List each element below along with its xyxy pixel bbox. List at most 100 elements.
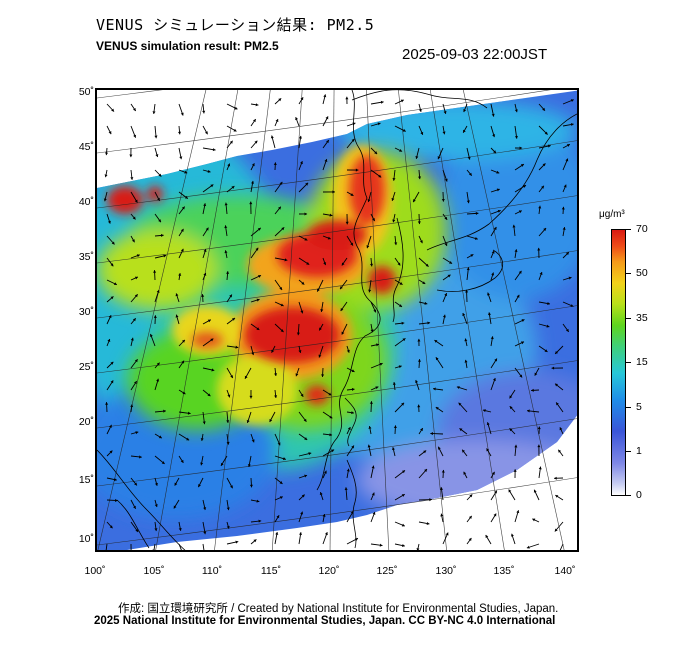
wind-arrow-head [441, 469, 445, 473]
wind-arrow-head [514, 444, 518, 448]
pm25-map[interactable] [95, 88, 579, 552]
wind-arrow-head [110, 361, 114, 365]
wind-arrow-head [232, 318, 236, 321]
wind-arrow-head [400, 99, 404, 103]
wind-arrow-head [326, 140, 329, 144]
wind-arrow-head [226, 525, 230, 529]
wind-arrow-head [174, 482, 178, 486]
wind-arrow-head [303, 418, 307, 422]
wind-arrow-head [413, 199, 416, 203]
wind-arrow-head [173, 505, 177, 509]
wind-arrow-head [347, 427, 351, 431]
wind-arrow-head [491, 471, 495, 475]
wind-arrow-head [350, 511, 354, 515]
wind-arrow-head [418, 109, 422, 112]
wind-arrow-head [340, 286, 343, 290]
wind-arrow-head [531, 388, 534, 392]
wind-arrow-head [175, 293, 179, 297]
wind-arrow-head [133, 505, 136, 509]
wind-arrow-head [280, 303, 284, 307]
longitude-line [463, 90, 565, 550]
wind-arrow-head [328, 392, 332, 396]
wind-arrow-head [541, 185, 544, 189]
wind-arrow-head [512, 224, 516, 228]
wind-arrow-head [280, 329, 284, 333]
wind-arrow-head [255, 247, 259, 251]
longitude-line [329, 90, 335, 550]
wind-arrow-head [107, 220, 111, 224]
lat-label-40: 40˚ [78, 196, 94, 208]
wind-arrow-head [394, 242, 398, 246]
wind-arrow-head [109, 525, 113, 529]
wind-arrow-head [153, 315, 157, 318]
wind-arrow-head [401, 494, 405, 497]
wind-arrow-head [420, 428, 423, 432]
wind-arrow-head [373, 309, 377, 313]
wind-arrow-head [275, 119, 279, 123]
wind-arrow-head [367, 199, 371, 202]
wind-arrow-head [526, 545, 530, 549]
wind-arrow-head [252, 119, 256, 123]
wind-arrow-head [203, 531, 207, 535]
wind-arrow-head [251, 439, 255, 443]
wind-arrow-head [250, 180, 255, 184]
wind-arrow-head [442, 314, 446, 318]
wind-arrow-head [158, 435, 162, 439]
wind-arrow-head [351, 387, 355, 391]
wind-arrow-head [521, 319, 525, 322]
lon-label-100: 100˚ [84, 565, 106, 577]
wind-arrow-head [149, 333, 153, 337]
wind-arrow-head [227, 394, 231, 398]
wind-arrow-head [374, 151, 378, 155]
wind-arrow-head [485, 534, 489, 538]
wind-arrow-head [496, 188, 500, 192]
wind-arrow-head [475, 211, 479, 215]
wind-arrow-head [203, 203, 207, 207]
wind-arrow-head [134, 294, 138, 298]
wind-arrow-head [254, 140, 258, 144]
latitude-line [97, 90, 163, 99]
wind-arrow-head [156, 378, 160, 382]
wind-arrow-head [509, 395, 513, 399]
wind-arrow-head [181, 360, 185, 364]
colorbar-tick [626, 318, 631, 319]
wind-arrow-head [547, 144, 551, 148]
wind-arrow-head [230, 485, 233, 489]
wind-arrow-head [570, 99, 574, 103]
wind-arrow-head [179, 156, 183, 160]
longitude-line [430, 90, 505, 550]
wind-arrow-head [346, 468, 350, 472]
wind-arrow-head [518, 270, 522, 274]
wind-arrow-head [181, 339, 185, 343]
wind-arrow-head [320, 309, 324, 312]
wind-arrow-head [434, 340, 438, 343]
wind-arrow-head [555, 350, 559, 354]
wind-arrow-head [318, 354, 322, 358]
wind-arrow-head [108, 315, 112, 319]
wind-arrow-head [469, 494, 473, 498]
wind-arrow-head [251, 352, 255, 356]
wind-arrow-head [205, 227, 209, 231]
wind-arrow-head [154, 528, 158, 532]
wind-arrow-head [224, 202, 228, 206]
wind-arrow-head [445, 532, 449, 536]
lat-label-45: 45˚ [78, 141, 94, 153]
wind-arrow-head [134, 482, 137, 486]
wind-arrow-head [295, 373, 299, 377]
colorbar-tick [626, 273, 631, 274]
wind-arrow-head [351, 445, 354, 449]
wind-arrow-head [351, 369, 355, 373]
wind-arrow-head [468, 538, 472, 542]
wind-arrow-head [229, 294, 232, 298]
longitude-line [366, 90, 390, 550]
wind-arrow-head [246, 420, 250, 423]
lon-label-135: 135˚ [493, 565, 515, 577]
colorbar-tick [626, 362, 631, 363]
wind-arrow-head [130, 404, 134, 408]
wind-arrow-head [187, 411, 191, 415]
wind-arrow-head [113, 478, 117, 482]
wind-arrow-head [304, 212, 308, 216]
wind-arrow-head [417, 338, 421, 342]
wind-arrow-head [492, 378, 496, 381]
wind-arrow-head [202, 110, 206, 114]
